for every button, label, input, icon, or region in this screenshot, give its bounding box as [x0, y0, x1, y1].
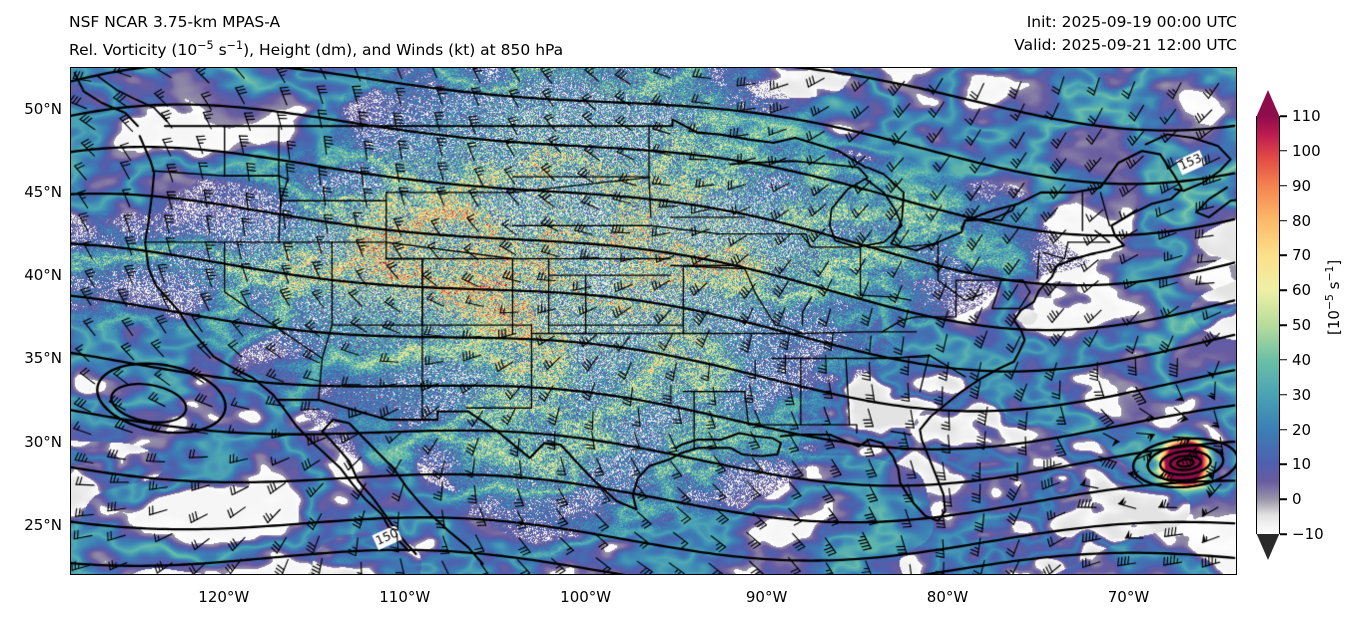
- field-description: Rel. Vorticity (10−5 s−1), Height (dm), …: [69, 39, 564, 60]
- longitude-tick-label: 90°W: [745, 588, 788, 606]
- latitude-tick-label: 40°N: [24, 266, 62, 285]
- exponent-minus-one: −1: [226, 39, 244, 52]
- colorbar-tick-mark: [1280, 498, 1287, 500]
- latitude-tick-label: 25°N: [24, 516, 62, 535]
- colorbar-tick-mark: [1280, 324, 1287, 326]
- longitude-tick-label: 100°W: [560, 588, 612, 606]
- colorbar-tick-label: 40: [1292, 350, 1312, 369]
- colorbar-tick-label: 90: [1292, 176, 1312, 195]
- longitude-tick-label: 110°W: [379, 588, 431, 606]
- colorbar-tick-label: 0: [1292, 490, 1302, 509]
- colorbar-extend-arrow-bottom: [1256, 534, 1280, 560]
- colorbar-tick-mark: [1280, 393, 1287, 396]
- colorbar-tick-mark: [1280, 150, 1287, 152]
- colorbar-unit-label: [10−5 s−1]: [1323, 259, 1343, 335]
- colorbar-tick-label: −10: [1292, 525, 1324, 543]
- colorbar-tick-label: 100: [1292, 141, 1321, 160]
- figure-header-left: NSF NCAR 3.75-km MPAS-A Rel. Vorticity (…: [69, 11, 563, 62]
- colorbar-tick-mark: [1280, 184, 1287, 187]
- colorbar-tick-mark: [1280, 428, 1287, 431]
- longitude-tick-label: 120°W: [198, 588, 250, 606]
- colorbar-tick-mark: [1280, 115, 1287, 117]
- colorbar-tick-label: 110: [1292, 107, 1321, 125]
- longitude-tick-label: 80°W: [926, 588, 969, 606]
- colorbar: [1256, 90, 1280, 560]
- colorbar-tick-label: 70: [1292, 246, 1312, 265]
- figure-header-right: Init: 2025-09-19 00:00 UTC Valid: 2025-0…: [1014, 11, 1237, 57]
- latitude-tick-label: 50°N: [24, 99, 62, 118]
- colorbar-tick-mark: [1280, 359, 1287, 361]
- colorbar-tick-label: 80: [1292, 211, 1312, 230]
- colorbar-gradient-body: [1256, 116, 1280, 534]
- colorbar-tick-mark: [1280, 254, 1287, 257]
- longitude-tick-label: 70°W: [1107, 588, 1150, 606]
- model-title: NSF NCAR 3.75-km MPAS-A: [69, 13, 281, 31]
- colorbar-tick-label: 10: [1292, 455, 1312, 474]
- valid-time-label: Valid: 2025-09-21 12:00 UTC: [1014, 36, 1237, 54]
- colorbar-tick-mark: [1280, 289, 1287, 291]
- map-plot-area: [70, 67, 1237, 575]
- colorbar-tick-label: 30: [1292, 385, 1312, 404]
- exponent-minus-five: −5: [197, 39, 214, 52]
- colorbar-tick-label: 20: [1292, 420, 1312, 439]
- colorbar-extend-arrow-top: [1256, 90, 1280, 116]
- colorbar-tick-mark: [1280, 219, 1287, 222]
- latitude-tick-label: 35°N: [24, 349, 62, 368]
- colorbar-tick-mark: [1280, 463, 1287, 466]
- colorbar-tick-mark: [1280, 533, 1287, 535]
- init-time-label: Init: 2025-09-19 00:00 UTC: [1026, 13, 1237, 31]
- latitude-tick-label: 30°N: [24, 432, 62, 451]
- vorticity-height-winds-map: [71, 68, 1236, 574]
- colorbar-gradient: [1257, 116, 1279, 534]
- colorbar-tick-label: 50: [1292, 316, 1312, 334]
- latitude-tick-label: 45°N: [24, 182, 62, 201]
- colorbar-tick-label: 60: [1292, 281, 1312, 300]
